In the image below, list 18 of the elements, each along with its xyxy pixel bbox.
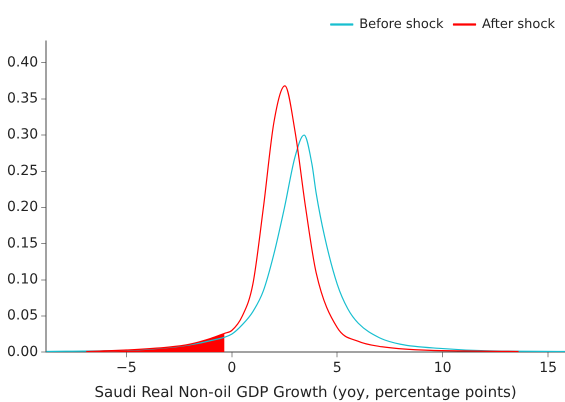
y-tick-label: 0.05 [7, 308, 38, 324]
y-tick-label: 0.20 [7, 199, 38, 216]
y-tick-label: 0.35 [7, 90, 38, 107]
x-tick-label: −5 [116, 360, 137, 376]
y-tick-label: 0.25 [7, 162, 38, 179]
y-tick-label: 0.30 [7, 126, 38, 143]
y-tick-label: 0.00 [7, 344, 38, 360]
legend-label: After shock [482, 16, 556, 32]
y-tick-label: 0.15 [7, 235, 38, 252]
legend-label: Before shock [359, 16, 444, 32]
line-series [86, 85, 520, 352]
y-tick-label: 0.10 [7, 271, 38, 288]
x-axis-title: Saudi Real Non-oil GDP Growth (yoy, percentage points) [94, 382, 517, 401]
x-tick-label: 0 [227, 360, 236, 376]
x-tick-label: 10 [434, 360, 452, 376]
x-tick-label: 15 [539, 360, 558, 376]
x-tick-label: 5 [332, 360, 342, 376]
y-tick-label: 0.40 [7, 54, 38, 70]
